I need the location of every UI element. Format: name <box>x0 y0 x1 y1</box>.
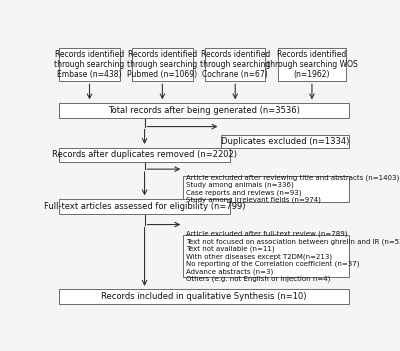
Text: Records identified
through searching
Embase (n=438): Records identified through searching Emb… <box>54 49 125 79</box>
FancyBboxPatch shape <box>59 290 349 304</box>
Text: Full-text articles assessed for eligibility (n=799): Full-text articles assessed for eligibil… <box>44 202 245 211</box>
Text: Article excluded after reviewing title and abstracts (n=1403)
Study among animal: Article excluded after reviewing title a… <box>186 174 399 203</box>
Text: Article excluded after full-text review (n=789)
Text not focused on association : Article excluded after full-text review … <box>186 231 400 282</box>
FancyBboxPatch shape <box>220 135 349 148</box>
Text: Records after duplicates removed (n=2202): Records after duplicates removed (n=2202… <box>52 151 237 159</box>
FancyBboxPatch shape <box>59 147 230 163</box>
Text: Records identified
through searching
Pubmed (n=1069): Records identified through searching Pub… <box>127 49 198 79</box>
FancyBboxPatch shape <box>183 176 349 201</box>
Text: Records identified
through searching
Cochrane (n=67): Records identified through searching Coc… <box>200 49 270 79</box>
Text: Records included in qualitative Synthesis (n=10): Records included in qualitative Synthesi… <box>102 292 307 302</box>
FancyBboxPatch shape <box>278 47 346 81</box>
FancyBboxPatch shape <box>183 236 349 277</box>
Text: Total records after being generated (n=3536): Total records after being generated (n=3… <box>108 106 300 115</box>
FancyBboxPatch shape <box>59 47 120 81</box>
Text: Records identified
through searching WOS
(n=1962): Records identified through searching WOS… <box>266 49 357 79</box>
FancyBboxPatch shape <box>205 47 266 81</box>
FancyBboxPatch shape <box>59 199 230 214</box>
FancyBboxPatch shape <box>132 47 193 81</box>
FancyBboxPatch shape <box>59 103 349 118</box>
Text: Duplicates excluded (n=1334): Duplicates excluded (n=1334) <box>221 137 349 146</box>
